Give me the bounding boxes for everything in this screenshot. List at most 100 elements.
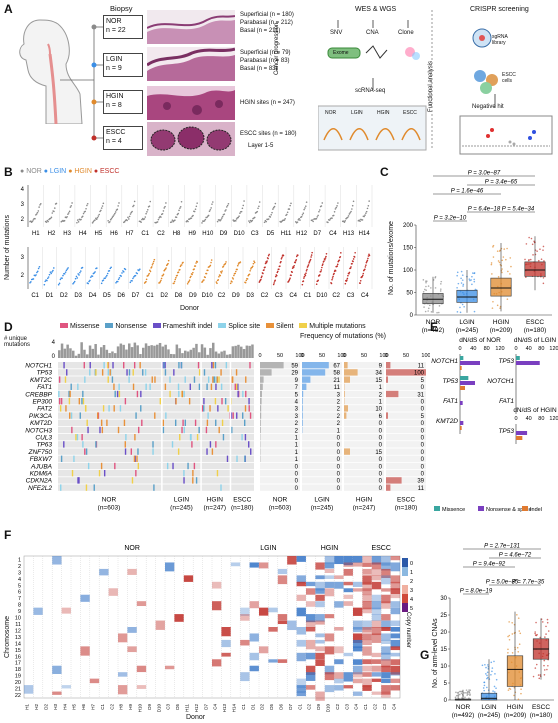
data-point (145, 212, 147, 215)
mutation-cell (85, 484, 88, 491)
b-ylabel: Number of mutations (4, 215, 11, 280)
mutation-cell (189, 383, 191, 390)
data-point (174, 219, 176, 221)
data-point (219, 274, 222, 277)
data-point (346, 279, 348, 281)
stage-name: ESCC (106, 129, 126, 136)
jitter-point (464, 696, 466, 699)
mutation-cell (163, 362, 165, 369)
data-point (160, 277, 163, 280)
data-point (94, 219, 96, 221)
freq-value: 0 (337, 436, 341, 442)
freq-axis-tick: 100 (295, 353, 304, 359)
freq-bg (344, 362, 384, 369)
mutation-cell (248, 441, 250, 448)
jitter-point (492, 244, 495, 247)
data-point (127, 216, 129, 219)
biopsy-title: Biopsy (110, 4, 133, 13)
freq-bg (302, 441, 342, 448)
mutation-cell (117, 426, 120, 434)
freq-value: 0 (379, 479, 383, 485)
data-point (321, 266, 323, 269)
data-point (89, 276, 92, 278)
data-point (224, 262, 227, 265)
mutation-cell (211, 448, 214, 455)
mutation-cell (206, 383, 208, 390)
data-point (102, 279, 105, 281)
mutation-cell (249, 412, 252, 419)
unique-bar (184, 350, 187, 358)
mutation-cell (64, 376, 67, 383)
mutation-cell (59, 405, 62, 412)
freq-value: 0 (421, 428, 425, 434)
jitter-point (459, 311, 462, 314)
data-point (163, 207, 166, 209)
data-point (115, 282, 117, 284)
mutation-cell (89, 362, 91, 369)
matrix-row (58, 390, 254, 398)
data-point (261, 275, 263, 277)
cna-cell (221, 627, 231, 637)
data-point (317, 214, 319, 217)
freq-bg (260, 434, 300, 441)
cna-cell (221, 639, 231, 648)
scale-tick: 5 (410, 606, 413, 612)
mutation-cell (76, 434, 79, 441)
cancer-progression-label: Cancer progression (274, 22, 280, 75)
freq-bg (344, 441, 384, 448)
cna-cell (381, 594, 391, 604)
donor-label: H11 (185, 704, 190, 712)
mutation-cell (144, 369, 147, 376)
cna-cell (343, 581, 353, 586)
mutation-cell (178, 362, 180, 369)
dnds-bar (516, 361, 540, 365)
data-point (252, 262, 255, 265)
donor-label: H8 (173, 231, 181, 237)
matrix-row (58, 426, 254, 434)
donor-label: H12 (296, 231, 308, 237)
freq-bg (302, 434, 342, 441)
jitter-point (430, 311, 433, 313)
jitter-point (436, 311, 438, 314)
freq-value: 0 (379, 464, 383, 470)
cna-cell (334, 646, 344, 654)
data-point (146, 211, 148, 213)
jitter-point (491, 670, 493, 673)
data-point (304, 205, 307, 207)
data-point (195, 205, 198, 208)
jitter-point (438, 311, 440, 314)
jitter-point (517, 698, 520, 701)
jitter-point (440, 288, 442, 290)
cna-cell (136, 685, 147, 689)
data-point (226, 204, 229, 207)
unique-bar (66, 344, 69, 358)
data-point (134, 274, 137, 277)
cna-cell (324, 562, 335, 569)
data-point (340, 252, 342, 254)
data-point (218, 275, 220, 278)
data-point (275, 274, 278, 277)
mutation-cell (174, 419, 177, 426)
wes-section (318, 20, 427, 151)
matrix-row (58, 376, 254, 383)
mutation-cell (111, 376, 114, 383)
group-label: (n=603) (269, 505, 292, 512)
data-point (322, 263, 324, 265)
data-point (349, 267, 352, 270)
mutation-cell (206, 448, 208, 455)
data-point (327, 221, 329, 224)
freq-bg (344, 426, 384, 434)
data-point (67, 212, 70, 214)
cna-cell (296, 607, 306, 617)
data-point (225, 206, 228, 208)
data-point (74, 277, 77, 280)
group-label: (n=245) (456, 327, 479, 334)
divider-line (431, 10, 433, 150)
data-point (51, 212, 54, 214)
jitter-point (543, 673, 546, 676)
data-point (145, 278, 148, 281)
gene-label: KDM6A (30, 471, 52, 478)
legend-d: Missense Nonsense Frameshift indel Splic… (60, 323, 366, 330)
unique-bar (212, 342, 215, 358)
cna-cell (381, 620, 391, 629)
